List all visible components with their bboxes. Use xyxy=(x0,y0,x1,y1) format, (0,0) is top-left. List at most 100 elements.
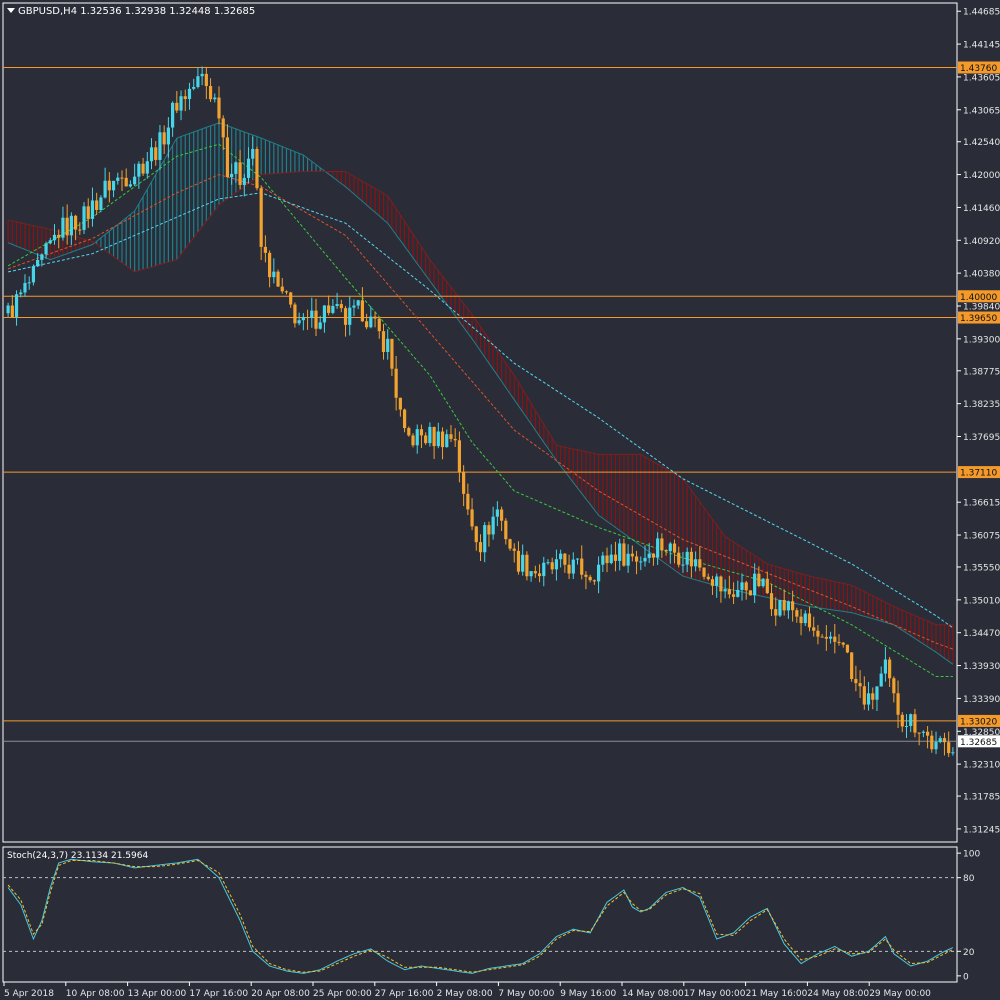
candle-body[interactable] xyxy=(428,426,432,444)
candle-body[interactable] xyxy=(660,538,664,551)
candle-body[interactable] xyxy=(200,73,204,77)
candle-body[interactable] xyxy=(44,243,48,255)
candle-body[interactable] xyxy=(373,316,377,319)
candle-body[interactable] xyxy=(550,562,554,570)
candle-body[interactable] xyxy=(647,553,651,558)
candle-body[interactable] xyxy=(343,308,348,325)
candle-body[interactable] xyxy=(192,86,196,89)
candle-body[interactable] xyxy=(390,338,394,369)
candle-body[interactable] xyxy=(656,538,660,558)
candle-body[interactable] xyxy=(141,163,145,174)
candle-body[interactable] xyxy=(318,322,322,329)
candle-body[interactable] xyxy=(230,173,234,178)
candle-body[interactable] xyxy=(107,180,111,191)
candle-body[interactable] xyxy=(280,286,284,292)
candle-body[interactable] xyxy=(171,102,175,128)
candle-body[interactable] xyxy=(183,96,187,100)
candle-body[interactable] xyxy=(706,576,710,580)
candle-body[interactable] xyxy=(478,542,483,553)
candle-body[interactable] xyxy=(402,409,407,429)
candle-body[interactable] xyxy=(736,589,740,597)
candle-body[interactable] xyxy=(934,742,938,750)
candle-body[interactable] xyxy=(866,693,871,705)
candle-body[interactable] xyxy=(782,600,786,611)
candle-body[interactable] xyxy=(744,582,748,591)
candle-body[interactable] xyxy=(850,652,854,680)
candle-body[interactable] xyxy=(352,305,356,308)
candle-body[interactable] xyxy=(483,525,487,553)
candle-body[interactable] xyxy=(521,554,525,572)
candle-body[interactable] xyxy=(710,579,715,586)
candle-body[interactable] xyxy=(331,305,335,313)
candle-body[interactable] xyxy=(613,554,618,561)
candle-body[interactable] xyxy=(10,305,14,318)
candle-body[interactable] xyxy=(596,564,601,582)
candle-body[interactable] xyxy=(862,686,866,705)
candle-body[interactable] xyxy=(436,431,440,447)
candle-body[interactable] xyxy=(512,548,516,551)
candle-body[interactable] xyxy=(95,200,99,210)
candle-body[interactable] xyxy=(947,742,951,754)
candle-body[interactable] xyxy=(339,304,343,309)
candle-body[interactable] xyxy=(162,132,166,145)
candle-body[interactable] xyxy=(99,197,103,210)
candle-body[interactable] xyxy=(187,88,192,100)
candle-body[interactable] xyxy=(778,600,782,616)
candle-body[interactable] xyxy=(268,252,272,278)
candle-body[interactable] xyxy=(639,561,643,563)
candle-body[interactable] xyxy=(592,580,596,582)
candle-body[interactable] xyxy=(6,305,10,314)
candle-body[interactable] xyxy=(432,426,436,447)
candle-body[interactable] xyxy=(719,576,723,592)
candle-body[interactable] xyxy=(740,582,744,590)
candle-body[interactable] xyxy=(445,434,449,448)
candle-body[interactable] xyxy=(622,543,626,566)
candle-body[interactable] xyxy=(816,630,820,637)
candle-body[interactable] xyxy=(276,271,280,287)
candle-body[interactable] xyxy=(685,551,689,565)
candle-body[interactable] xyxy=(322,305,327,323)
candle-body[interactable] xyxy=(103,180,107,198)
candle-body[interactable] xyxy=(605,555,609,564)
candle-body[interactable] xyxy=(491,516,495,535)
candle-body[interactable] xyxy=(360,300,365,322)
candle-body[interactable] xyxy=(65,217,69,236)
candle-body[interactable] xyxy=(348,307,352,325)
candle-body[interactable] xyxy=(462,472,466,494)
candle-body[interactable] xyxy=(284,291,289,293)
candle-body[interactable] xyxy=(158,132,162,160)
candle-body[interactable] xyxy=(356,300,360,306)
candle-body[interactable] xyxy=(474,526,478,543)
candle-body[interactable] xyxy=(571,559,575,574)
candle-body[interactable] xyxy=(807,613,812,628)
candle-body[interactable] xyxy=(677,552,681,565)
candle-body[interactable] xyxy=(175,102,179,111)
candle-body[interactable] xyxy=(554,559,559,570)
candle-body[interactable] xyxy=(196,76,200,87)
candle-body[interactable] xyxy=(753,573,757,596)
candle-body[interactable] xyxy=(601,555,605,565)
candle-body[interactable] xyxy=(495,509,499,517)
candle-body[interactable] xyxy=(52,234,57,241)
candle-body[interactable] xyxy=(913,714,917,733)
candle-body[interactable] xyxy=(251,148,255,159)
candle-body[interactable] xyxy=(786,601,790,611)
candle-body[interactable] xyxy=(124,177,128,187)
candle-body[interactable] xyxy=(86,206,90,219)
candle-body[interactable] xyxy=(609,554,613,564)
candle-body[interactable] xyxy=(567,564,571,574)
candle-body[interactable] xyxy=(546,562,550,564)
candle-body[interactable] xyxy=(643,557,647,562)
candle-body[interactable] xyxy=(133,176,137,185)
candle-body[interactable] xyxy=(398,397,402,410)
candle-body[interactable] xyxy=(837,641,841,643)
candle-body[interactable] xyxy=(508,539,512,549)
candle-body[interactable] xyxy=(305,317,310,319)
candle-body[interactable] xyxy=(90,200,95,219)
candle-body[interactable] xyxy=(453,438,457,441)
candle-body[interactable] xyxy=(377,318,381,332)
candle-body[interactable] xyxy=(626,553,630,566)
candle-body[interactable] xyxy=(166,127,170,145)
candle-body[interactable] xyxy=(314,310,318,329)
candle-body[interactable] xyxy=(879,673,883,687)
